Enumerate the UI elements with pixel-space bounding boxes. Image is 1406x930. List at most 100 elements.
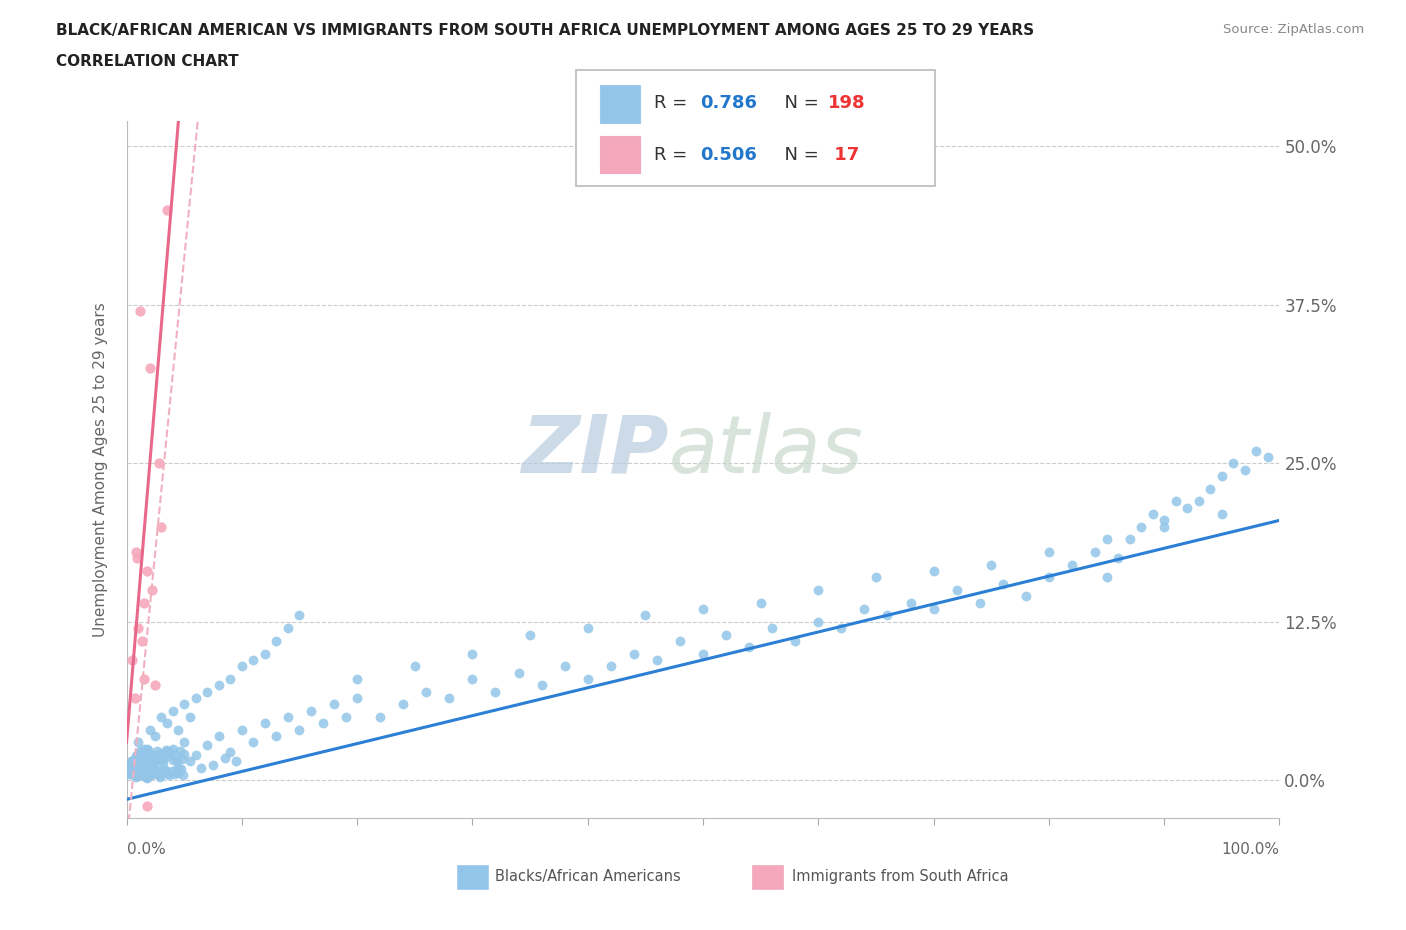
Text: 0.0%: 0.0% <box>127 842 166 857</box>
Point <box>853 602 876 617</box>
Point <box>1188 494 1211 509</box>
Point <box>156 716 179 731</box>
Point <box>121 653 143 668</box>
Point <box>125 765 148 780</box>
Point <box>714 627 737 642</box>
Point <box>184 690 207 705</box>
Point <box>415 684 437 699</box>
Point <box>150 752 173 767</box>
Point <box>145 762 166 777</box>
Point <box>118 756 141 771</box>
Point <box>134 749 156 764</box>
Point <box>749 595 772 610</box>
Point <box>121 754 143 769</box>
Point <box>122 764 145 779</box>
Point <box>202 758 225 773</box>
Point <box>118 766 141 781</box>
Point <box>132 741 155 756</box>
Point <box>865 570 887 585</box>
Point <box>277 620 299 635</box>
Point <box>170 751 193 766</box>
Point <box>288 608 311 623</box>
Point <box>576 671 599 686</box>
Point <box>131 766 153 781</box>
Point <box>122 763 145 777</box>
Y-axis label: Unemployment Among Ages 25 to 29 years: Unemployment Among Ages 25 to 29 years <box>93 302 108 637</box>
Point <box>156 744 179 759</box>
Point <box>162 703 184 718</box>
Point <box>179 754 201 769</box>
Point <box>132 751 155 765</box>
Point <box>157 768 180 783</box>
Point <box>599 658 621 673</box>
Point <box>128 746 150 761</box>
Point <box>1084 545 1107 560</box>
Point <box>461 646 484 661</box>
Point <box>134 751 156 766</box>
Point <box>1095 532 1118 547</box>
Point <box>132 671 155 686</box>
Point <box>122 758 145 773</box>
Point <box>253 716 276 731</box>
Point <box>150 764 173 779</box>
Point <box>145 762 166 777</box>
Point <box>219 671 242 686</box>
Point <box>195 684 218 699</box>
Point <box>761 620 783 635</box>
Point <box>173 735 195 750</box>
Point <box>623 646 645 661</box>
Point <box>219 745 242 760</box>
Text: CORRELATION CHART: CORRELATION CHART <box>56 54 239 69</box>
Point <box>969 595 991 610</box>
Point <box>135 755 157 770</box>
Text: N =: N = <box>773 94 825 113</box>
Point <box>145 728 166 743</box>
Text: BLACK/AFRICAN AMERICAN VS IMMIGRANTS FROM SOUTH AFRICA UNEMPLOYMENT AMONG AGES 2: BLACK/AFRICAN AMERICAN VS IMMIGRANTS FRO… <box>56 23 1035 38</box>
Point <box>980 557 1002 572</box>
Point <box>131 764 153 779</box>
Text: R =: R = <box>654 146 693 164</box>
Point <box>830 620 852 635</box>
Point <box>124 758 146 773</box>
Point <box>991 577 1014 591</box>
Point <box>214 751 236 765</box>
Point <box>152 755 174 770</box>
Point <box>124 690 146 705</box>
Point <box>311 716 333 731</box>
Point <box>138 763 160 777</box>
Point <box>1038 545 1060 560</box>
Point <box>148 751 170 766</box>
Point <box>129 768 152 783</box>
Point <box>172 768 194 783</box>
Point <box>576 620 599 635</box>
Point <box>153 763 176 777</box>
Point <box>208 678 231 693</box>
Point <box>900 595 922 610</box>
Point <box>131 633 153 648</box>
Point <box>1175 500 1198 515</box>
Point <box>1246 444 1268 458</box>
Point <box>128 751 150 765</box>
Point <box>138 361 160 376</box>
Point <box>152 751 174 765</box>
Point <box>125 551 148 565</box>
Point <box>170 762 193 777</box>
Point <box>118 760 141 775</box>
Point <box>738 640 761 655</box>
Point <box>167 765 190 780</box>
Point <box>143 755 166 770</box>
Point <box>125 749 148 764</box>
Point <box>1222 456 1244 471</box>
Point <box>150 710 173 724</box>
Point <box>132 745 155 760</box>
Point <box>141 583 163 598</box>
Point <box>142 754 165 769</box>
Point <box>163 748 186 763</box>
Point <box>807 615 830 630</box>
Point <box>159 745 181 760</box>
Point <box>1153 519 1175 534</box>
Point <box>1199 481 1222 496</box>
Point <box>146 766 169 781</box>
Point <box>150 764 173 779</box>
Point <box>1130 519 1153 534</box>
